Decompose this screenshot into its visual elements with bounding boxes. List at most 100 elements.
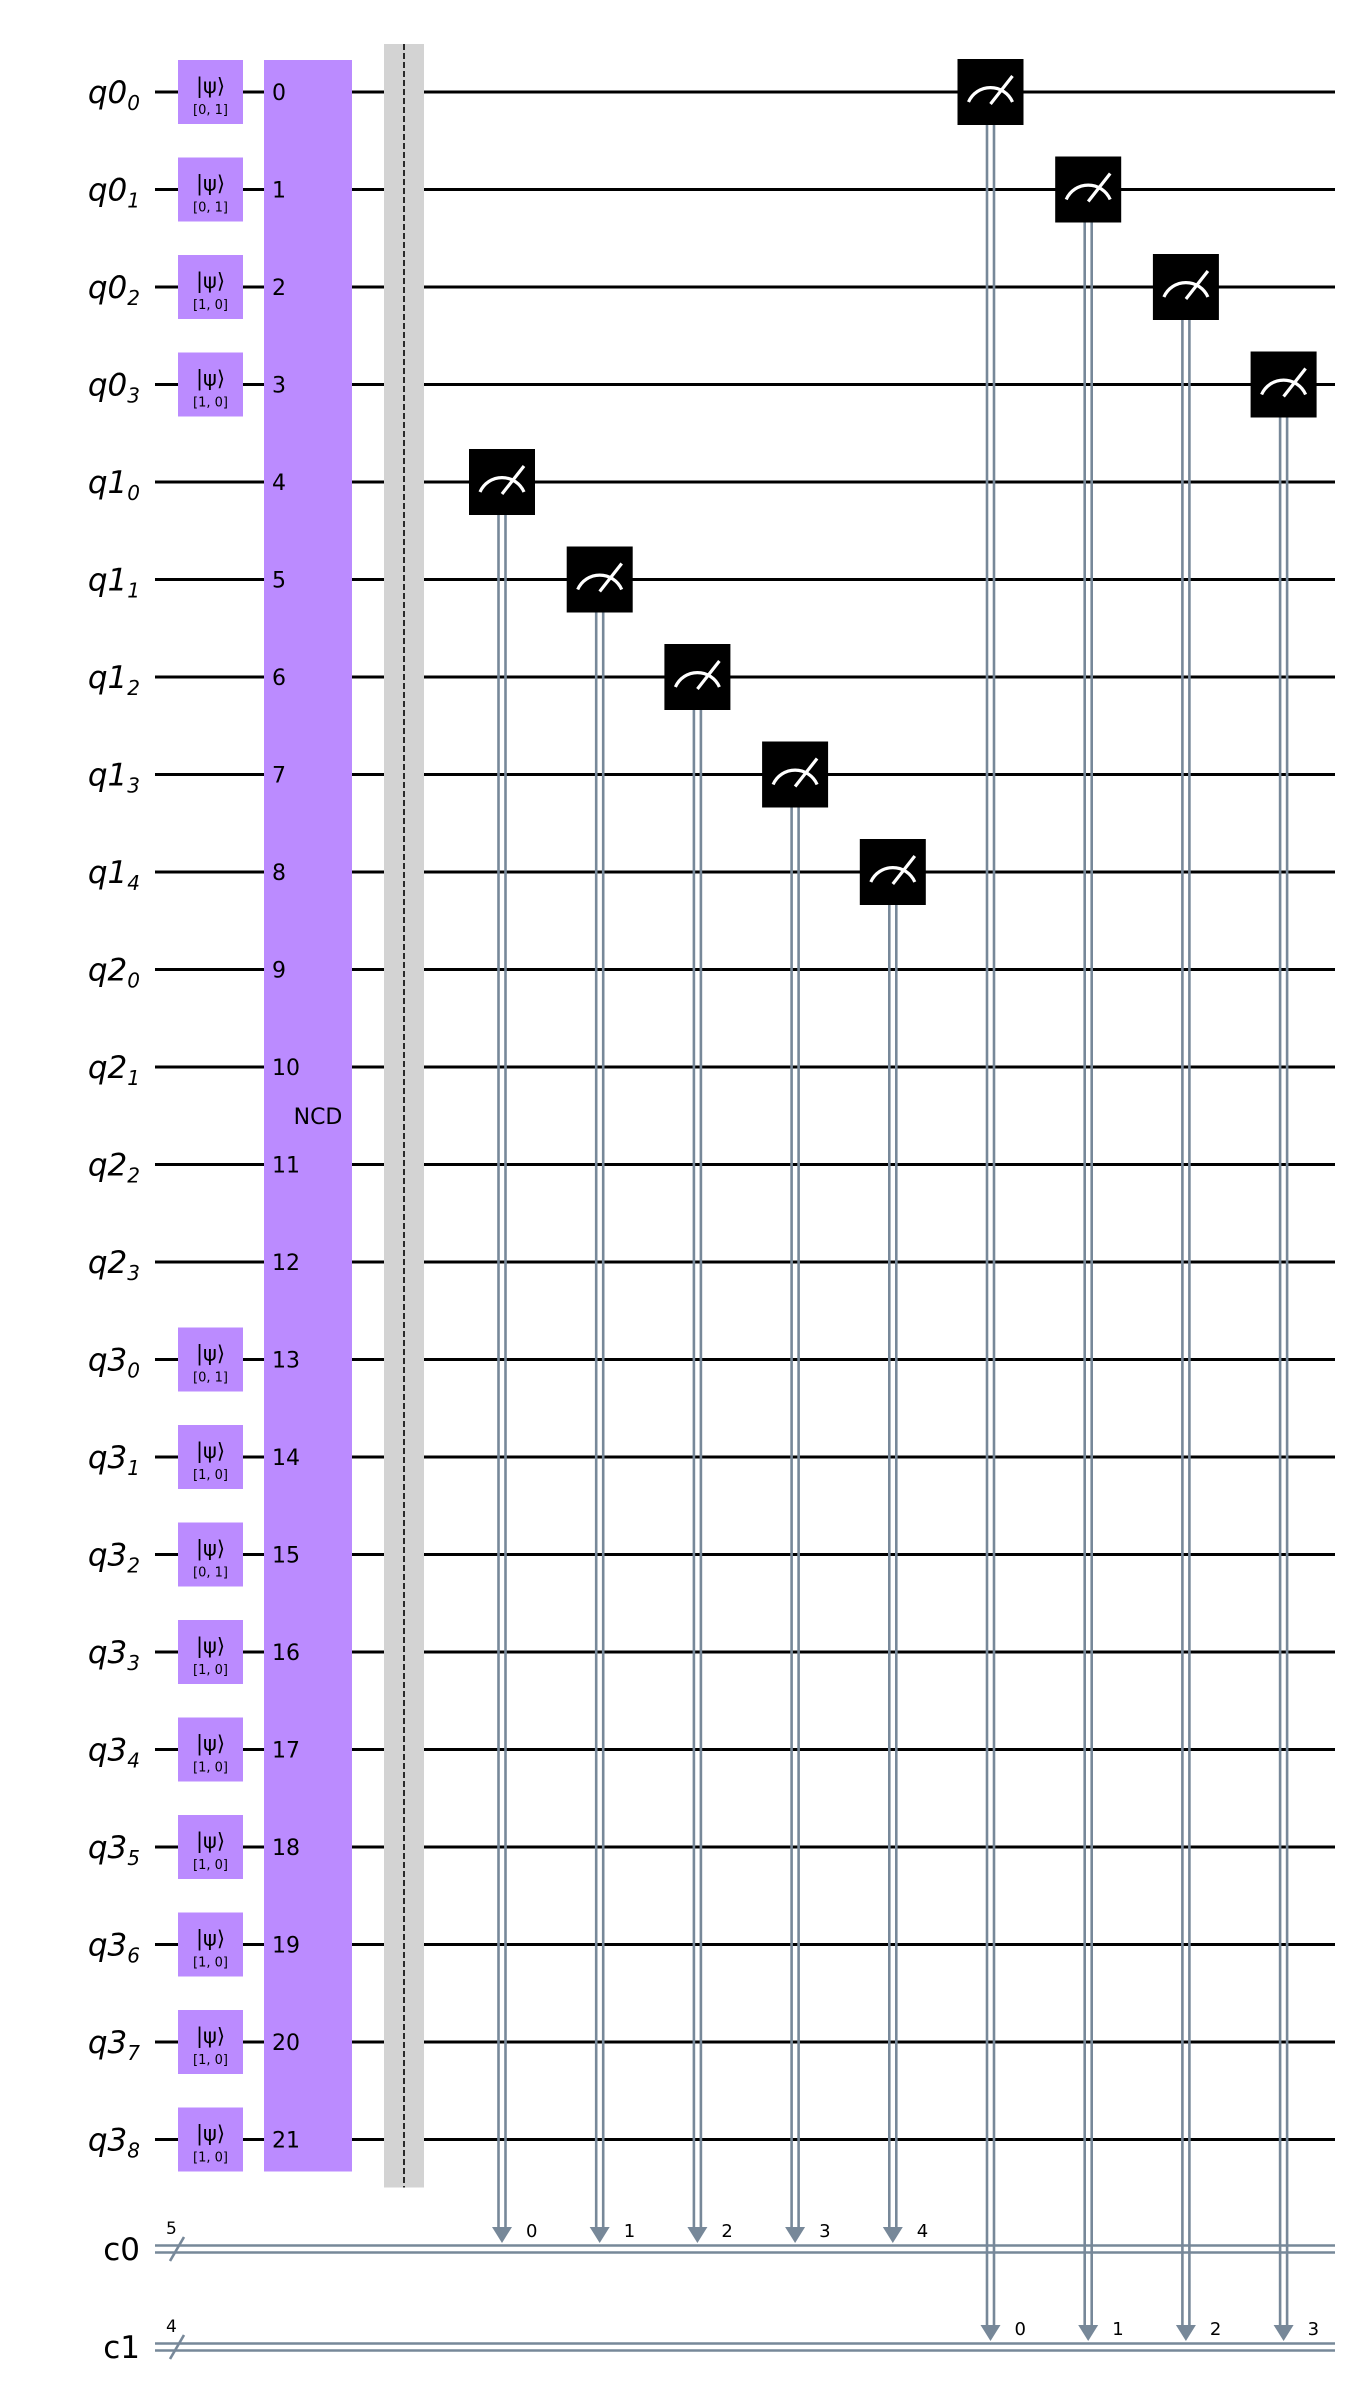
ncd-gate-index: 11 — [272, 1154, 300, 1179]
measure-arrow — [1078, 2325, 1099, 2341]
qubit-label: q36 — [88, 1928, 140, 1968]
initialize-gate-value: [0, 1] — [193, 1566, 228, 1581]
initialize-gate-box — [178, 1912, 243, 1977]
meter-icon — [576, 573, 624, 591]
initialize-gate-ket: |ψ⟩ — [196, 2122, 225, 2147]
measure-arrow — [980, 2325, 1001, 2341]
qubit-label: q01 — [88, 173, 140, 213]
meter-needle-icon — [891, 855, 917, 885]
bus-slash — [168, 2334, 186, 2360]
ncd-gate-index: 9 — [272, 959, 286, 984]
measure-box — [859, 839, 926, 905]
measure-arrow — [492, 2227, 512, 2243]
initialize-gate-ket: |ψ⟩ — [196, 269, 225, 294]
measure-bit-label: 1 — [1112, 2319, 1123, 2340]
ncd-gate-index: 13 — [272, 1349, 300, 1374]
initialize-gate: |ψ⟩ [1, 0] — [178, 1815, 243, 1879]
initialize-gate-value: [1, 0] — [193, 2053, 228, 2068]
initialize-gate-value: [1, 0] — [193, 1761, 228, 1776]
classical-label: c0 — [103, 2232, 140, 2268]
initialize-gate: |ψ⟩ [1, 0] — [178, 1912, 243, 1977]
initialize-gate-ket: |ψ⟩ — [196, 1829, 225, 1854]
meter-needle-icon — [793, 757, 819, 788]
measure-arrow — [1175, 2325, 1196, 2341]
measure-bit-label: 0 — [526, 2221, 537, 2242]
measure-arrow — [882, 2227, 903, 2243]
ncd-gate-index: 2 — [272, 276, 286, 301]
initialize-gate-ket: |ψ⟩ — [196, 172, 225, 197]
measure-box — [566, 546, 633, 613]
qubit-label: q32 — [88, 1538, 140, 1578]
qubit-label: q10 — [88, 465, 140, 505]
measure-gate: 1 — [1055, 156, 1124, 2341]
initialize-gate-box — [178, 1327, 243, 1392]
initialize-gate-ket: |ψ⟩ — [196, 1342, 225, 1367]
classical-size-label: 4 — [166, 2317, 177, 2337]
initialize-gate-box — [178, 255, 243, 319]
measure-bit-label: 3 — [1308, 2319, 1319, 2340]
measure-gate: 3 — [762, 741, 831, 2243]
measure-box — [957, 59, 1024, 125]
meter-icon — [673, 670, 721, 688]
ncd-gate-index: 20 — [272, 2031, 300, 2056]
measure-box — [1250, 351, 1317, 418]
initialize-gate-value: [0, 1] — [193, 201, 228, 216]
initialize-gate: |ψ⟩ [0, 1] — [178, 60, 243, 124]
initialize-gate-box — [178, 1815, 243, 1879]
ncd-gate-index: 18 — [272, 1836, 300, 1861]
initialize-gate-value: [1, 0] — [193, 1858, 228, 1873]
initialize-gate-value: [1, 0] — [193, 2151, 228, 2166]
meter-icon — [771, 768, 819, 786]
ncd-gate-index: 21 — [272, 2129, 300, 2154]
initialize-gate-ket: |ψ⟩ — [196, 1732, 225, 1757]
qubit-label: q35 — [88, 1830, 140, 1870]
qubit-label: q37 — [88, 2025, 140, 2065]
qubit-label: q30 — [88, 1343, 140, 1383]
qubit-label: q02 — [88, 270, 140, 310]
initialize-gate-box — [178, 1425, 243, 1489]
qubit-label: q13 — [88, 758, 140, 798]
initialize-gate-ket: |ψ⟩ — [196, 1439, 225, 1464]
initialize-gate: |ψ⟩ [1, 0] — [178, 1717, 243, 1782]
initialize-gate: |ψ⟩ [1, 0] — [178, 255, 243, 319]
qubit-label: q31 — [88, 1440, 140, 1480]
measure-box — [664, 644, 731, 710]
initialize-gate-ket: |ψ⟩ — [196, 1537, 225, 1562]
meter-needle-icon — [1184, 270, 1210, 300]
meter-icon — [1162, 280, 1210, 298]
initialize-gate: |ψ⟩ [0, 1] — [178, 1522, 243, 1587]
initialize-gate-ket: |ψ⟩ — [196, 1927, 225, 1952]
measure-arrow — [687, 2227, 708, 2243]
measure-box — [762, 741, 829, 808]
initialize-gate-box — [178, 352, 243, 417]
ncd-gate-index: 17 — [272, 1739, 300, 1764]
meter-icon — [967, 85, 1014, 103]
bus-slash — [168, 2236, 186, 2262]
classical-label: c1 — [103, 2330, 140, 2366]
initialize-gate: |ψ⟩ [0, 1] — [178, 157, 243, 222]
initialize-gate-box — [178, 157, 243, 222]
initialize-gate-box — [178, 2010, 243, 2074]
qubit-label: q11 — [88, 563, 140, 603]
initialize-gate: |ψ⟩ [1, 0] — [178, 1620, 243, 1684]
qubit-label: q20 — [88, 953, 140, 993]
ncd-gate-index: 15 — [272, 1544, 300, 1569]
measure-bit-label: 2 — [1210, 2319, 1221, 2340]
measure-box — [469, 449, 535, 515]
qubit-label: q34 — [88, 1733, 140, 1773]
initialize-gate-ket: |ψ⟩ — [196, 1634, 225, 1659]
measure-gate: 2 — [664, 644, 733, 2243]
meter-needle-icon — [989, 75, 1014, 105]
initialize-gate-ket: |ψ⟩ — [196, 74, 225, 99]
initialize-gate: |ψ⟩ [1, 0] — [178, 2107, 243, 2172]
initialize-gate: |ψ⟩ [1, 0] — [178, 1425, 243, 1489]
ncd-gate-index: 1 — [272, 179, 286, 204]
measure-gate: 0 — [469, 449, 537, 2243]
measure-bit-label: 3 — [819, 2221, 830, 2242]
ncd-gate-index: 4 — [272, 471, 286, 496]
ncd-gate-index: 7 — [272, 764, 286, 789]
qubit-label: q38 — [88, 2123, 140, 2163]
initialize-gate-value: [0, 1] — [193, 1371, 228, 1386]
initialize-gate-box — [178, 1522, 243, 1587]
